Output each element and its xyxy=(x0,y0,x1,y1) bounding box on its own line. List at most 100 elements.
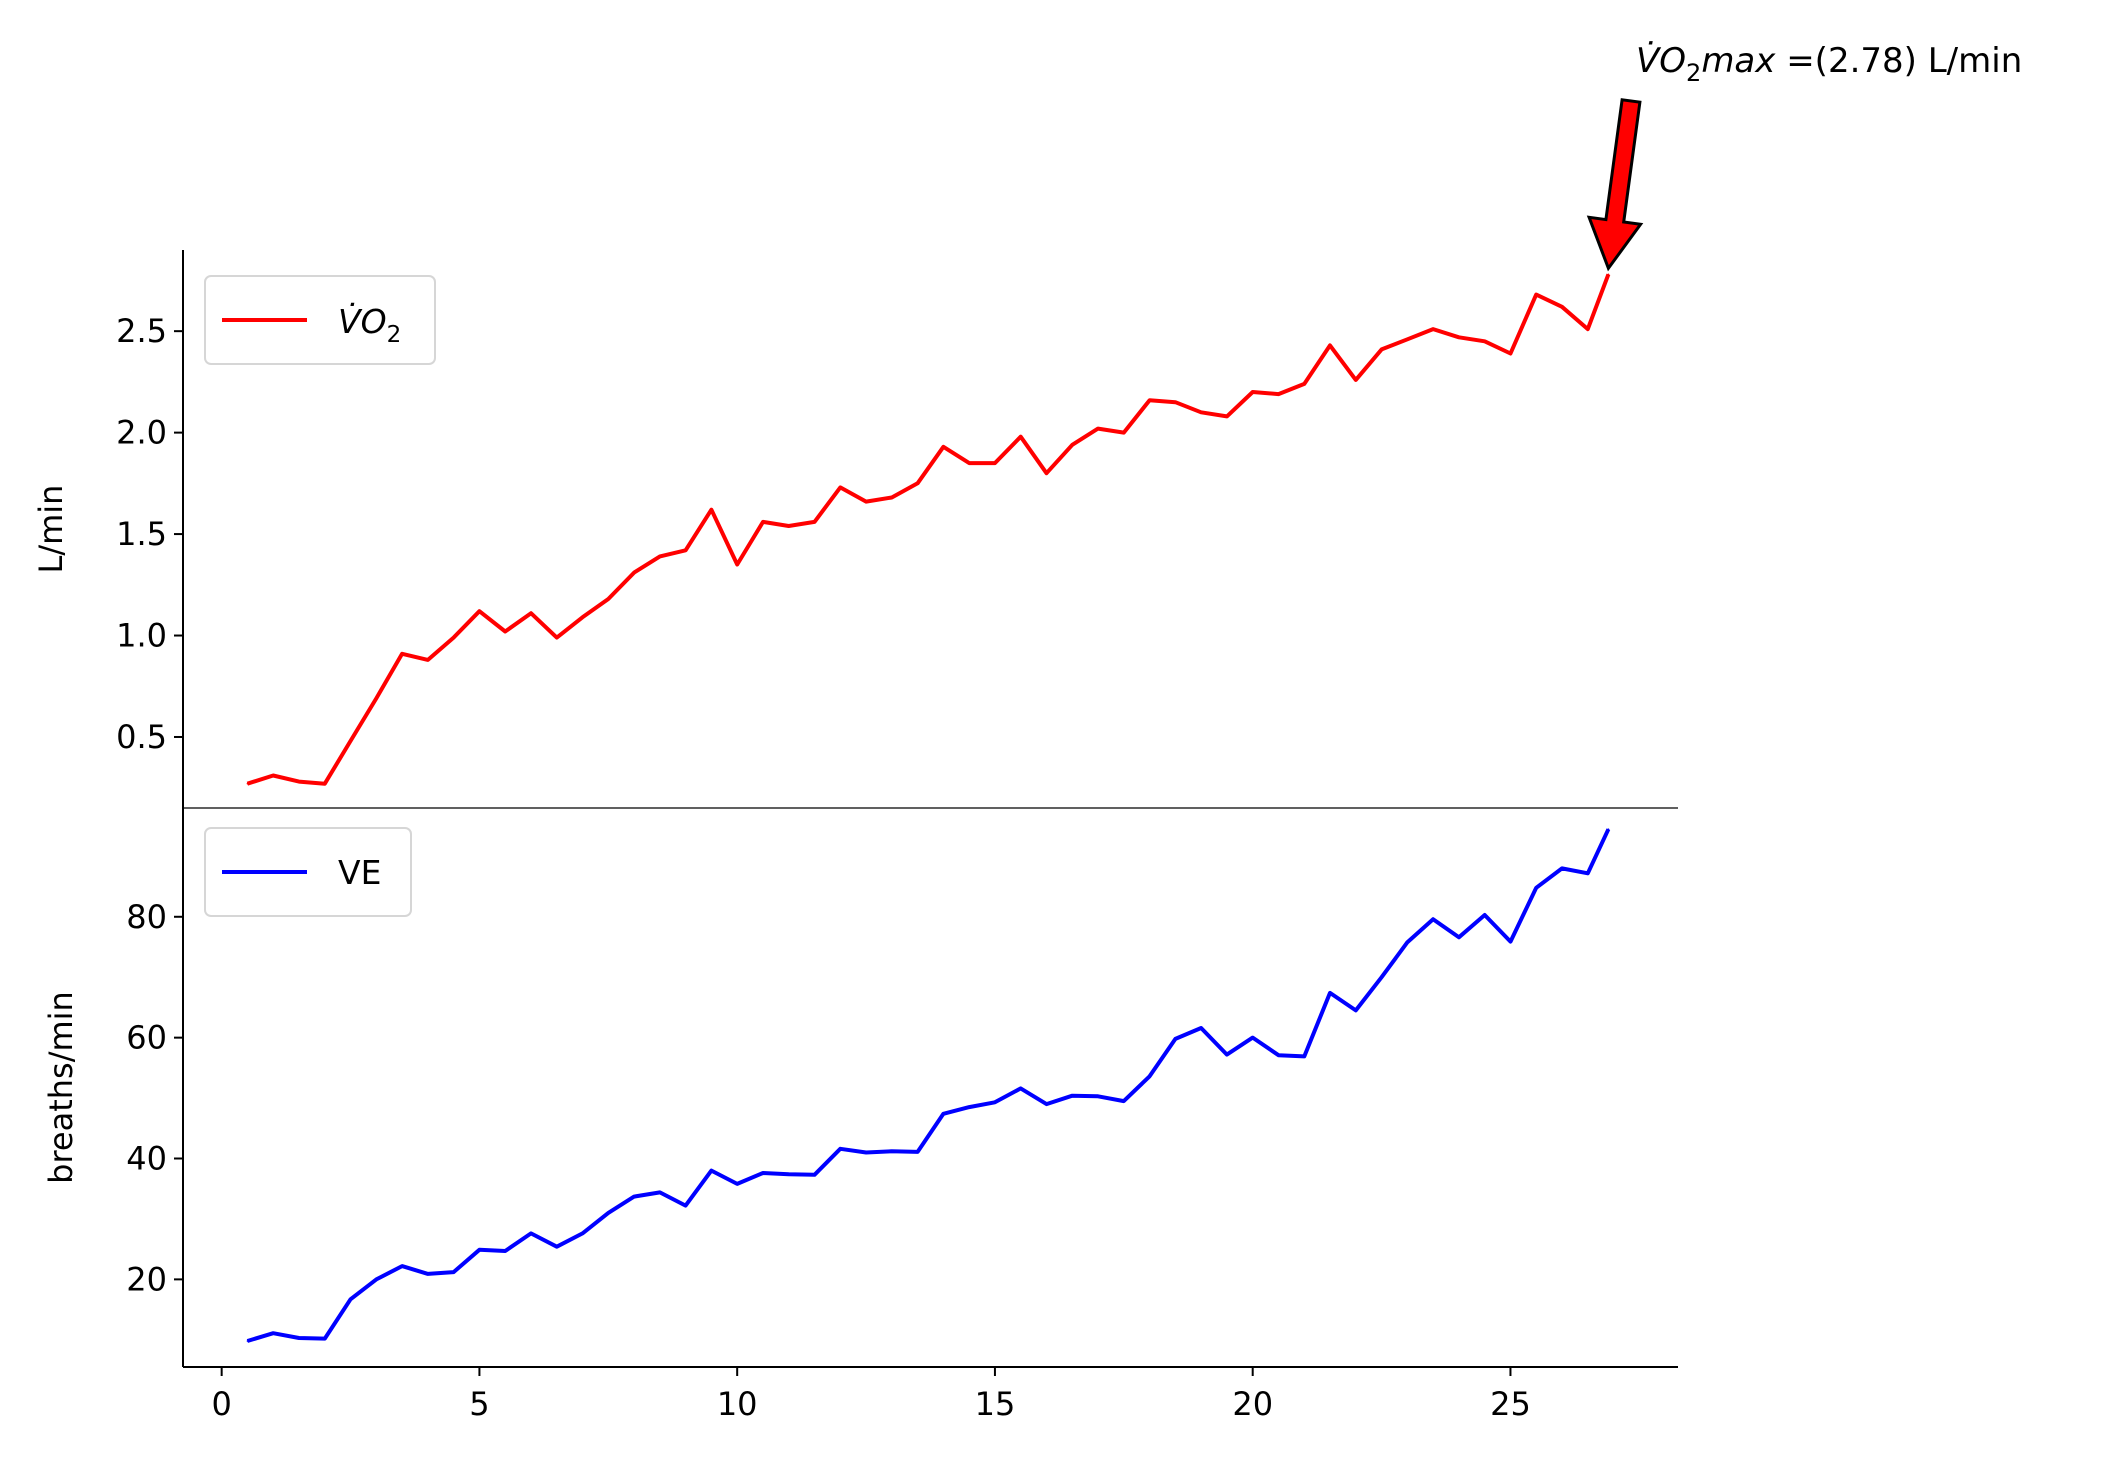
data-point xyxy=(762,1172,764,1174)
data-point xyxy=(710,1169,713,1172)
data-point xyxy=(427,1273,429,1275)
y-tick-label: 20 xyxy=(126,1260,167,1298)
data-point xyxy=(684,1204,687,1207)
y-tick-label: 0.5 xyxy=(116,718,167,756)
data-point xyxy=(298,1337,300,1339)
data-point xyxy=(427,659,429,661)
data-point xyxy=(607,1212,610,1214)
data-point xyxy=(478,1248,481,1251)
data-point xyxy=(1148,1075,1151,1078)
data-point xyxy=(323,1337,326,1340)
data-point xyxy=(1483,340,1486,343)
data-point xyxy=(401,652,403,655)
data-point xyxy=(968,1106,970,1108)
data-point xyxy=(1226,415,1228,418)
legend: V̇O2 xyxy=(204,275,436,365)
y-tick-label: 1.0 xyxy=(116,617,167,655)
data-point xyxy=(555,636,558,639)
data-point xyxy=(323,782,326,785)
data-point xyxy=(916,1151,919,1153)
data-point xyxy=(1329,992,1331,994)
legend-label: VE xyxy=(338,853,381,892)
data-point xyxy=(1483,914,1486,916)
data-point xyxy=(1071,1094,1074,1097)
data-point xyxy=(633,571,635,574)
data-point xyxy=(1019,435,1022,438)
y-tick-label: 40 xyxy=(126,1140,167,1178)
data-point xyxy=(530,1232,532,1235)
data-point xyxy=(787,525,790,527)
data-point xyxy=(555,1245,558,1248)
data-point xyxy=(916,482,919,485)
data-point xyxy=(1174,401,1177,403)
data-point xyxy=(401,1265,403,1267)
data-point xyxy=(1355,1009,1357,1012)
legend-label-base: V̇O xyxy=(338,302,387,341)
data-point xyxy=(1123,431,1125,434)
data-point xyxy=(1303,1055,1306,1058)
data-point xyxy=(581,616,584,619)
y-tick-label: 1.5 xyxy=(116,515,167,553)
data-point xyxy=(349,740,352,742)
y-axis-label: breaths/min xyxy=(42,991,80,1184)
data-point xyxy=(1406,338,1409,341)
panel-vo2: 0.5 1.0 1.5 2.0 2.5 L/min V̇O2 xyxy=(32,250,1678,809)
data-point xyxy=(1277,393,1280,395)
x-tick-label: 20 xyxy=(1232,1385,1273,1423)
data-point xyxy=(452,1271,455,1273)
data-point xyxy=(736,563,738,566)
annotation-var: max xyxy=(1701,41,1776,81)
x-tick-label: 25 xyxy=(1490,1385,1531,1423)
data-point xyxy=(1380,976,1383,979)
data-point xyxy=(710,508,713,511)
data-point xyxy=(1071,443,1074,446)
vo2max-annotation: V̇O2max =(2.78) L/min xyxy=(1586,41,2022,272)
data-point xyxy=(1200,411,1202,414)
data-point xyxy=(246,1340,249,1342)
data-point xyxy=(1607,828,1610,830)
annotation-text: V̇O2max =(2.78) L/min xyxy=(1636,41,2022,87)
data-point xyxy=(504,630,506,633)
data-point xyxy=(1509,352,1512,355)
data-point xyxy=(865,500,867,503)
data-point xyxy=(994,462,996,464)
data-point xyxy=(530,612,532,615)
data-point xyxy=(1406,941,1409,943)
data-point xyxy=(891,1150,893,1153)
data-point xyxy=(1607,273,1610,276)
data-point xyxy=(1200,1027,1202,1029)
data-point xyxy=(659,1191,661,1194)
data-point xyxy=(246,782,249,785)
y-axis-label: L/min xyxy=(32,485,70,574)
data-point xyxy=(1251,391,1254,393)
data-point xyxy=(968,462,970,464)
data-point xyxy=(1432,918,1434,920)
data-point xyxy=(813,521,816,523)
x-tick-label: 0 xyxy=(211,1385,231,1423)
data-point xyxy=(349,1298,352,1301)
data-point xyxy=(272,1332,275,1334)
data-point xyxy=(1535,293,1538,296)
data-point xyxy=(1045,1103,1048,1105)
data-point xyxy=(1148,399,1151,401)
y-tick-label: 2.5 xyxy=(116,312,167,350)
annotation-arrow xyxy=(1586,98,1644,272)
annotation-sub: 2 xyxy=(1686,59,1701,87)
data-point xyxy=(375,697,378,700)
data-point xyxy=(504,1250,506,1252)
data-point xyxy=(1561,306,1563,308)
data-point xyxy=(1380,348,1383,351)
data-point xyxy=(1509,940,1512,943)
data-point xyxy=(659,555,661,558)
data-point xyxy=(452,636,455,639)
data-point xyxy=(1174,1038,1177,1040)
data-point xyxy=(942,446,945,448)
series-line-ve xyxy=(246,828,1611,1343)
data-point xyxy=(1432,328,1434,330)
data-point xyxy=(1561,867,1563,870)
data-point xyxy=(736,1183,738,1185)
data-point xyxy=(942,1112,945,1115)
legend-box xyxy=(204,275,436,365)
data-point xyxy=(1097,1095,1099,1098)
